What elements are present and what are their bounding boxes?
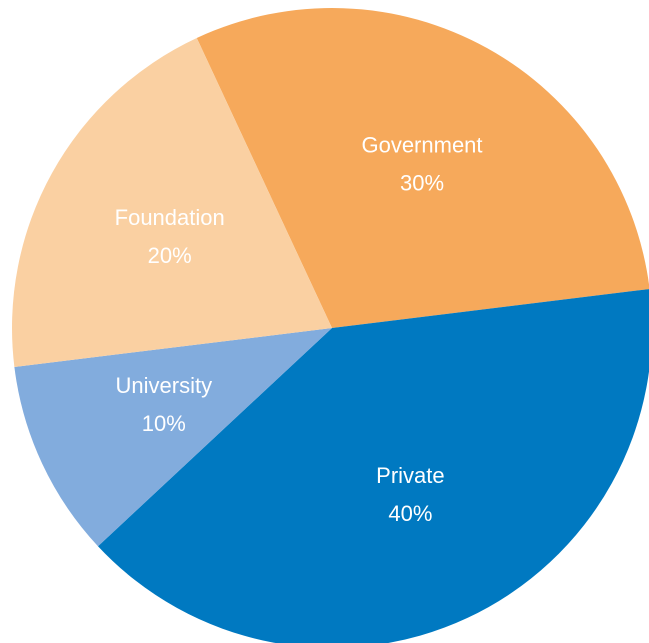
slice-label-government: Government	[361, 133, 482, 158]
slice-label-foundation: Foundation	[115, 205, 225, 230]
slice-value-foundation: 20%	[148, 243, 192, 268]
slice-value-private: 40%	[388, 501, 432, 526]
pie-labels: Government 30% Private 40% University 10% Foun…	[115, 133, 483, 527]
pie-slice-university	[14, 328, 332, 547]
pie-slice-private	[97, 289, 649, 643]
slice-label-private: Private	[376, 463, 444, 488]
slice-value-university: 10%	[142, 411, 186, 436]
slice-label-university: University	[116, 373, 213, 398]
slice-value-government: 30%	[400, 171, 444, 196]
pie-slices	[12, 8, 649, 643]
pie-slice-foundation	[12, 37, 333, 367]
pie-slice-government	[196, 8, 649, 328]
